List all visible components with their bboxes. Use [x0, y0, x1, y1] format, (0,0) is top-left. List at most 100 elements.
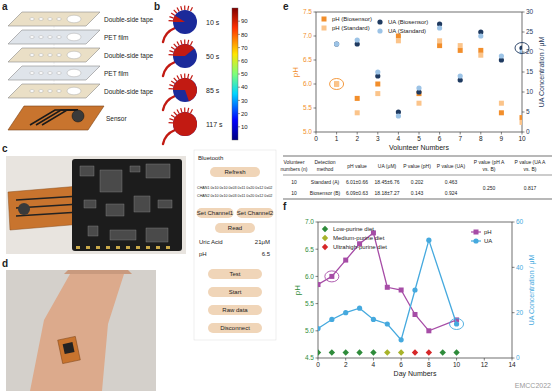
data-point	[440, 349, 446, 355]
y2-tick-label: 25	[526, 28, 534, 35]
x-tick-label: 6	[399, 361, 403, 368]
layer-hole	[39, 72, 43, 75]
data-point	[334, 41, 339, 46]
layer-chamber	[67, 15, 81, 23]
y2-tick	[522, 32, 525, 33]
table-rule	[283, 199, 552, 200]
photo-background	[6, 156, 186, 254]
app-button[interactable]	[237, 208, 274, 218]
y2-tick	[522, 72, 525, 73]
layer-hole	[48, 54, 52, 57]
table-cell: 10	[291, 190, 297, 196]
layer-chamber	[67, 69, 81, 77]
legend-marker	[474, 230, 479, 235]
layer-hole	[39, 36, 43, 39]
y-tick-label: 6.0	[305, 273, 314, 280]
data-point	[343, 349, 349, 355]
board-pin	[96, 246, 100, 249]
collector-spike	[169, 88, 173, 90]
x-tick-label: 1	[335, 135, 339, 142]
data-point	[499, 53, 504, 58]
table-merged-cell: 0.817	[524, 185, 537, 191]
collector-spike	[177, 8, 179, 12]
data-point	[478, 48, 483, 53]
highlight-ellipse	[325, 271, 339, 282]
sensor-substrate	[8, 106, 104, 130]
app-button[interactable]	[215, 223, 255, 233]
layer-hole	[57, 54, 61, 57]
board-component	[130, 166, 140, 172]
table-header: pH value	[347, 163, 367, 169]
app-button[interactable]	[208, 305, 262, 315]
table-header: Detectionmethod	[314, 159, 335, 172]
app-reading-name: pH	[199, 251, 207, 257]
board-component	[158, 200, 172, 208]
y2-tick	[522, 112, 525, 113]
data-point	[458, 73, 463, 78]
y-tick	[314, 60, 317, 61]
app-button[interactable]	[208, 323, 262, 333]
data-point	[499, 110, 504, 115]
data-point	[453, 349, 459, 355]
legend-label: pH (Biosensor)	[332, 16, 372, 22]
table-merged-cell: 0.250	[483, 185, 496, 191]
collector-spike	[177, 76, 179, 80]
data-point	[396, 34, 401, 39]
colorbar-tick-label: 10	[241, 124, 248, 130]
data-point	[357, 306, 362, 311]
x-tick-label: 6	[438, 135, 442, 142]
highlight-ellipse	[330, 79, 344, 90]
table-header: P value (pH Avs. B)	[474, 159, 505, 172]
app-reading-name: Uric Acid	[199, 239, 223, 245]
app-button[interactable]	[210, 167, 260, 177]
collector-spike	[188, 40, 189, 44]
legend: Low-purine dietMedium-purine dietUltrahi…	[322, 226, 493, 250]
collector-spike	[177, 110, 179, 114]
app-channel-text: CHAN2 0x10 0x10 0x03 0x11 0x20 0x12 0x02	[197, 194, 272, 198]
pet-layer	[8, 66, 100, 80]
colorbar-tick-label: 60	[241, 58, 248, 64]
tape-layer	[8, 12, 100, 26]
data-point	[385, 321, 390, 326]
app-button[interactable]	[197, 208, 234, 218]
collector-spike	[190, 109, 192, 113]
board-component	[80, 166, 94, 176]
chamber-empty	[173, 44, 197, 68]
y2-axis-title: UA Concentration / μM	[538, 37, 546, 108]
table-cell: 6.01±0.66	[346, 179, 368, 185]
y-tick-label: 7.0	[305, 218, 314, 225]
app-button[interactable]	[208, 287, 262, 297]
y-tick	[314, 132, 317, 133]
chamber-filled	[173, 112, 197, 136]
collector-spike	[174, 44, 177, 47]
data-point	[318, 349, 321, 355]
data-point	[396, 38, 401, 43]
app-header: Bluetooth	[198, 155, 223, 161]
layer-label: Double-side tape	[104, 88, 154, 96]
layer-hole	[30, 54, 34, 57]
table-header-line: vs. B)	[524, 166, 537, 172]
app-button[interactable]	[208, 269, 262, 279]
inlet-channel	[163, 62, 175, 76]
y2-tick-label: 40	[516, 264, 524, 271]
table-rule	[283, 156, 552, 157]
hand	[64, 270, 132, 274]
data-point	[355, 96, 360, 101]
data-point	[343, 258, 348, 263]
legend-label: UA (Biosensor)	[388, 19, 428, 25]
sensor-patch-chip	[63, 342, 75, 354]
time-label: 117 s	[206, 121, 223, 128]
colorbar-tick	[238, 100, 240, 101]
data-point	[520, 115, 523, 120]
layer-hole	[57, 72, 61, 75]
legend-marker	[377, 28, 382, 33]
y-tick-label: 4.5	[305, 354, 314, 361]
data-layer	[334, 21, 522, 125]
board-pin	[106, 246, 110, 249]
collector-spike	[181, 108, 182, 112]
collector-spike	[188, 6, 189, 10]
panel-label: c	[2, 143, 8, 154]
x-tick-label: 4	[397, 135, 401, 142]
assembly-guide	[54, 44, 55, 48]
data-point	[375, 91, 380, 96]
